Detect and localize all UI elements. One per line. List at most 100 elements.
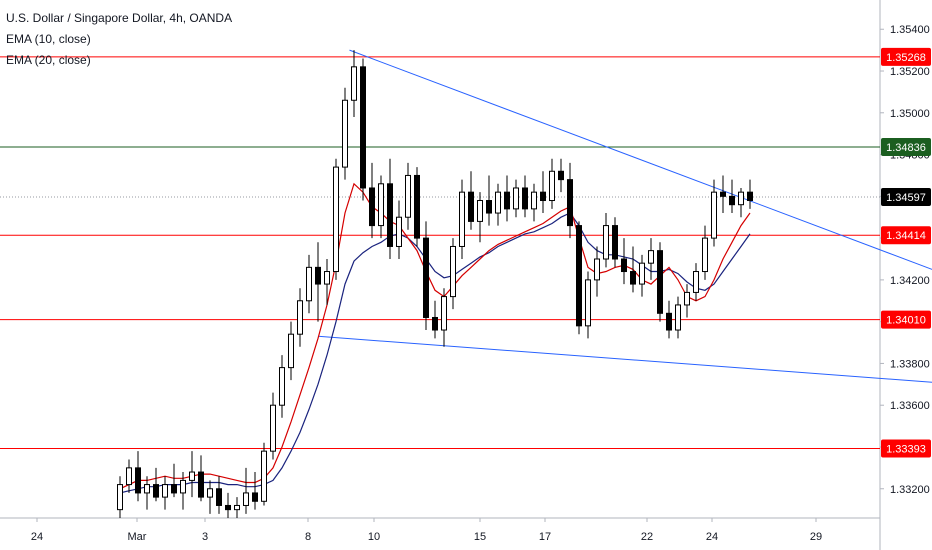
candle-body-down <box>315 266 321 285</box>
candle <box>180 472 186 510</box>
candle <box>369 162 375 239</box>
price-tags-layer: 1.35268 1.34836 1.34414 1.34010 1.33393 1.345… <box>881 47 931 458</box>
candle-body-down <box>423 237 429 318</box>
y-tick-label: 1.33600 <box>890 400 930 412</box>
candle <box>117 476 123 518</box>
candle-body-up <box>189 471 195 481</box>
candle <box>270 392 276 460</box>
x-tick-label: 10 <box>368 531 380 543</box>
trendline <box>317 335 932 383</box>
candle <box>405 162 411 230</box>
candle <box>189 451 195 498</box>
candle <box>252 472 258 510</box>
level-price-tag: 1.34414 <box>881 226 931 245</box>
x-tick-label: Mar <box>128 531 147 543</box>
x-tick-label: 29 <box>810 531 822 543</box>
candle-body-down <box>720 191 726 197</box>
candle-body-up <box>477 200 483 222</box>
candle <box>657 242 663 322</box>
level-price-tag-box <box>881 47 931 66</box>
current-price-tag-box <box>881 187 931 206</box>
y-tick-label: 1.35000 <box>890 108 930 120</box>
y-tick-label: 1.33800 <box>890 358 930 370</box>
candle-body-down <box>729 195 735 206</box>
candle-body-up <box>333 166 339 273</box>
candle <box>594 246 600 297</box>
candle <box>612 217 618 268</box>
level-price-tag-box <box>881 439 931 458</box>
candle <box>702 225 708 280</box>
candle <box>747 179 753 209</box>
candle <box>153 467 159 502</box>
x-tick-label: 8 <box>305 531 311 543</box>
candle-body-down <box>360 66 366 189</box>
candle <box>378 175 384 239</box>
candle-body-down <box>558 170 564 181</box>
candle-body-up <box>450 245 456 298</box>
candle <box>729 179 735 214</box>
candle-body-down <box>657 250 663 314</box>
candle-body-down <box>387 183 393 247</box>
y-tick-label: 1.33200 <box>890 484 930 496</box>
candle-body-up <box>351 66 357 101</box>
candle <box>576 221 582 335</box>
candle <box>207 480 213 514</box>
candle-body-up <box>648 250 654 264</box>
candle-body-up <box>594 258 600 281</box>
candle-body-up <box>405 174 411 218</box>
candle-body-up <box>441 296 447 331</box>
candle <box>621 238 627 285</box>
candle <box>225 492 231 518</box>
horizontal-levels-layer <box>0 56 880 449</box>
candles-layer <box>117 50 753 518</box>
y-tick-label: 1.35400 <box>890 24 930 36</box>
y-tick-label: 1.34200 <box>890 275 930 287</box>
x-tick-label: 24 <box>706 531 718 543</box>
candle <box>315 242 321 322</box>
candle <box>459 179 465 259</box>
level-price-tag-text: 1.34010 <box>886 315 926 327</box>
candle-body-up <box>117 484 123 511</box>
candle <box>603 213 609 268</box>
candle <box>450 238 456 310</box>
candle-body-down <box>522 187 528 210</box>
candle <box>342 87 348 180</box>
candle <box>540 171 546 214</box>
candle <box>504 175 510 222</box>
current-price-tag: 1.34597 <box>881 187 931 206</box>
candle <box>711 179 717 247</box>
candle-body-up <box>702 237 708 273</box>
candle <box>360 58 366 201</box>
candle-body-up <box>549 170 555 202</box>
x-tick-label: 24 <box>31 531 43 543</box>
x-tick-label: 3 <box>202 531 208 543</box>
level-price-tag-box <box>881 310 931 329</box>
candle <box>234 497 240 518</box>
trendlines-layer <box>317 49 932 383</box>
candle-body-down <box>630 271 636 285</box>
candle-body-down <box>225 504 231 511</box>
candle-body-up <box>513 187 519 210</box>
candle-body-up <box>711 191 717 239</box>
level-price-tag: 1.33393 <box>881 439 931 458</box>
candle-body-down <box>747 191 753 202</box>
level-price-tag: 1.35268 <box>881 47 931 66</box>
x-tick-label: 22 <box>641 531 653 543</box>
candle-body-down <box>504 191 510 210</box>
candle <box>441 288 447 347</box>
candle <box>306 254 312 314</box>
candle-body-up <box>306 266 312 302</box>
candle <box>720 175 726 214</box>
candle <box>171 463 177 498</box>
candle <box>198 455 204 502</box>
candle <box>351 50 357 117</box>
candle <box>549 158 555 209</box>
candle <box>243 467 249 514</box>
candle-body-down <box>198 471 204 498</box>
candle <box>333 158 339 280</box>
candle-body-up <box>162 484 168 498</box>
candle <box>738 187 744 218</box>
candle <box>675 296 681 339</box>
